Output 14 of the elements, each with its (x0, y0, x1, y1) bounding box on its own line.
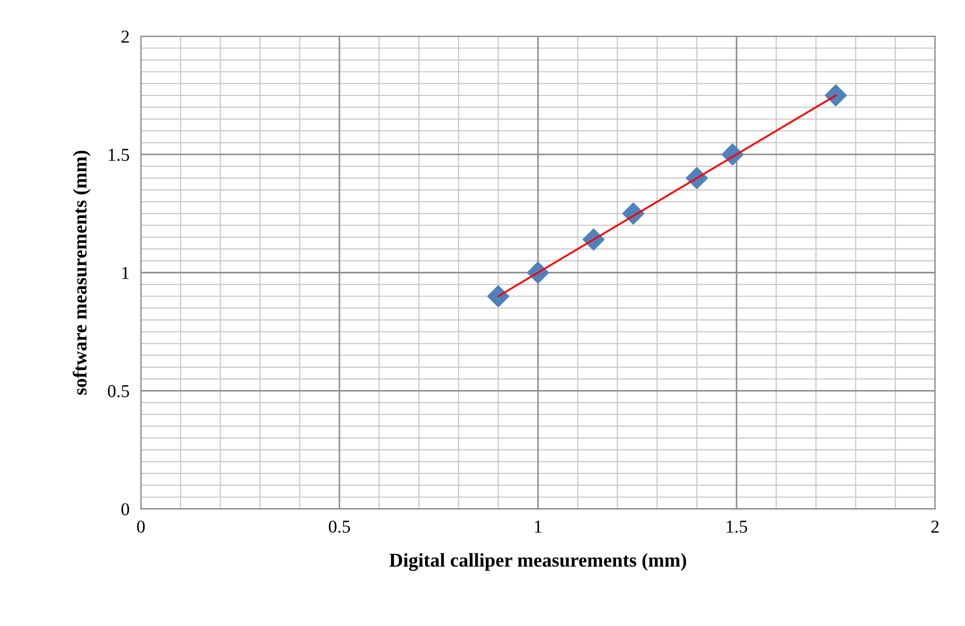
x-tick-label: 2 (931, 520, 939, 533)
point (487, 285, 510, 308)
y-tick-label: 0 (121, 503, 130, 516)
y-tick-label: 0.5 (108, 385, 130, 398)
point (824, 84, 847, 106)
y-tick-label: 2 (122, 30, 129, 43)
x-tick-label: 1 (535, 520, 542, 533)
y-tick-label: 1.5 (108, 148, 130, 161)
y-tick-label: 1 (122, 266, 129, 279)
x-tick-label: 1.5 (726, 520, 748, 533)
y-axis-title: software measurements (mm) (72, 150, 91, 395)
x-tick-label: 0 (137, 520, 145, 533)
x-tick-label: 0.5 (328, 520, 350, 533)
x-axis-title: Digital calliper measurements (mm) (389, 553, 686, 571)
